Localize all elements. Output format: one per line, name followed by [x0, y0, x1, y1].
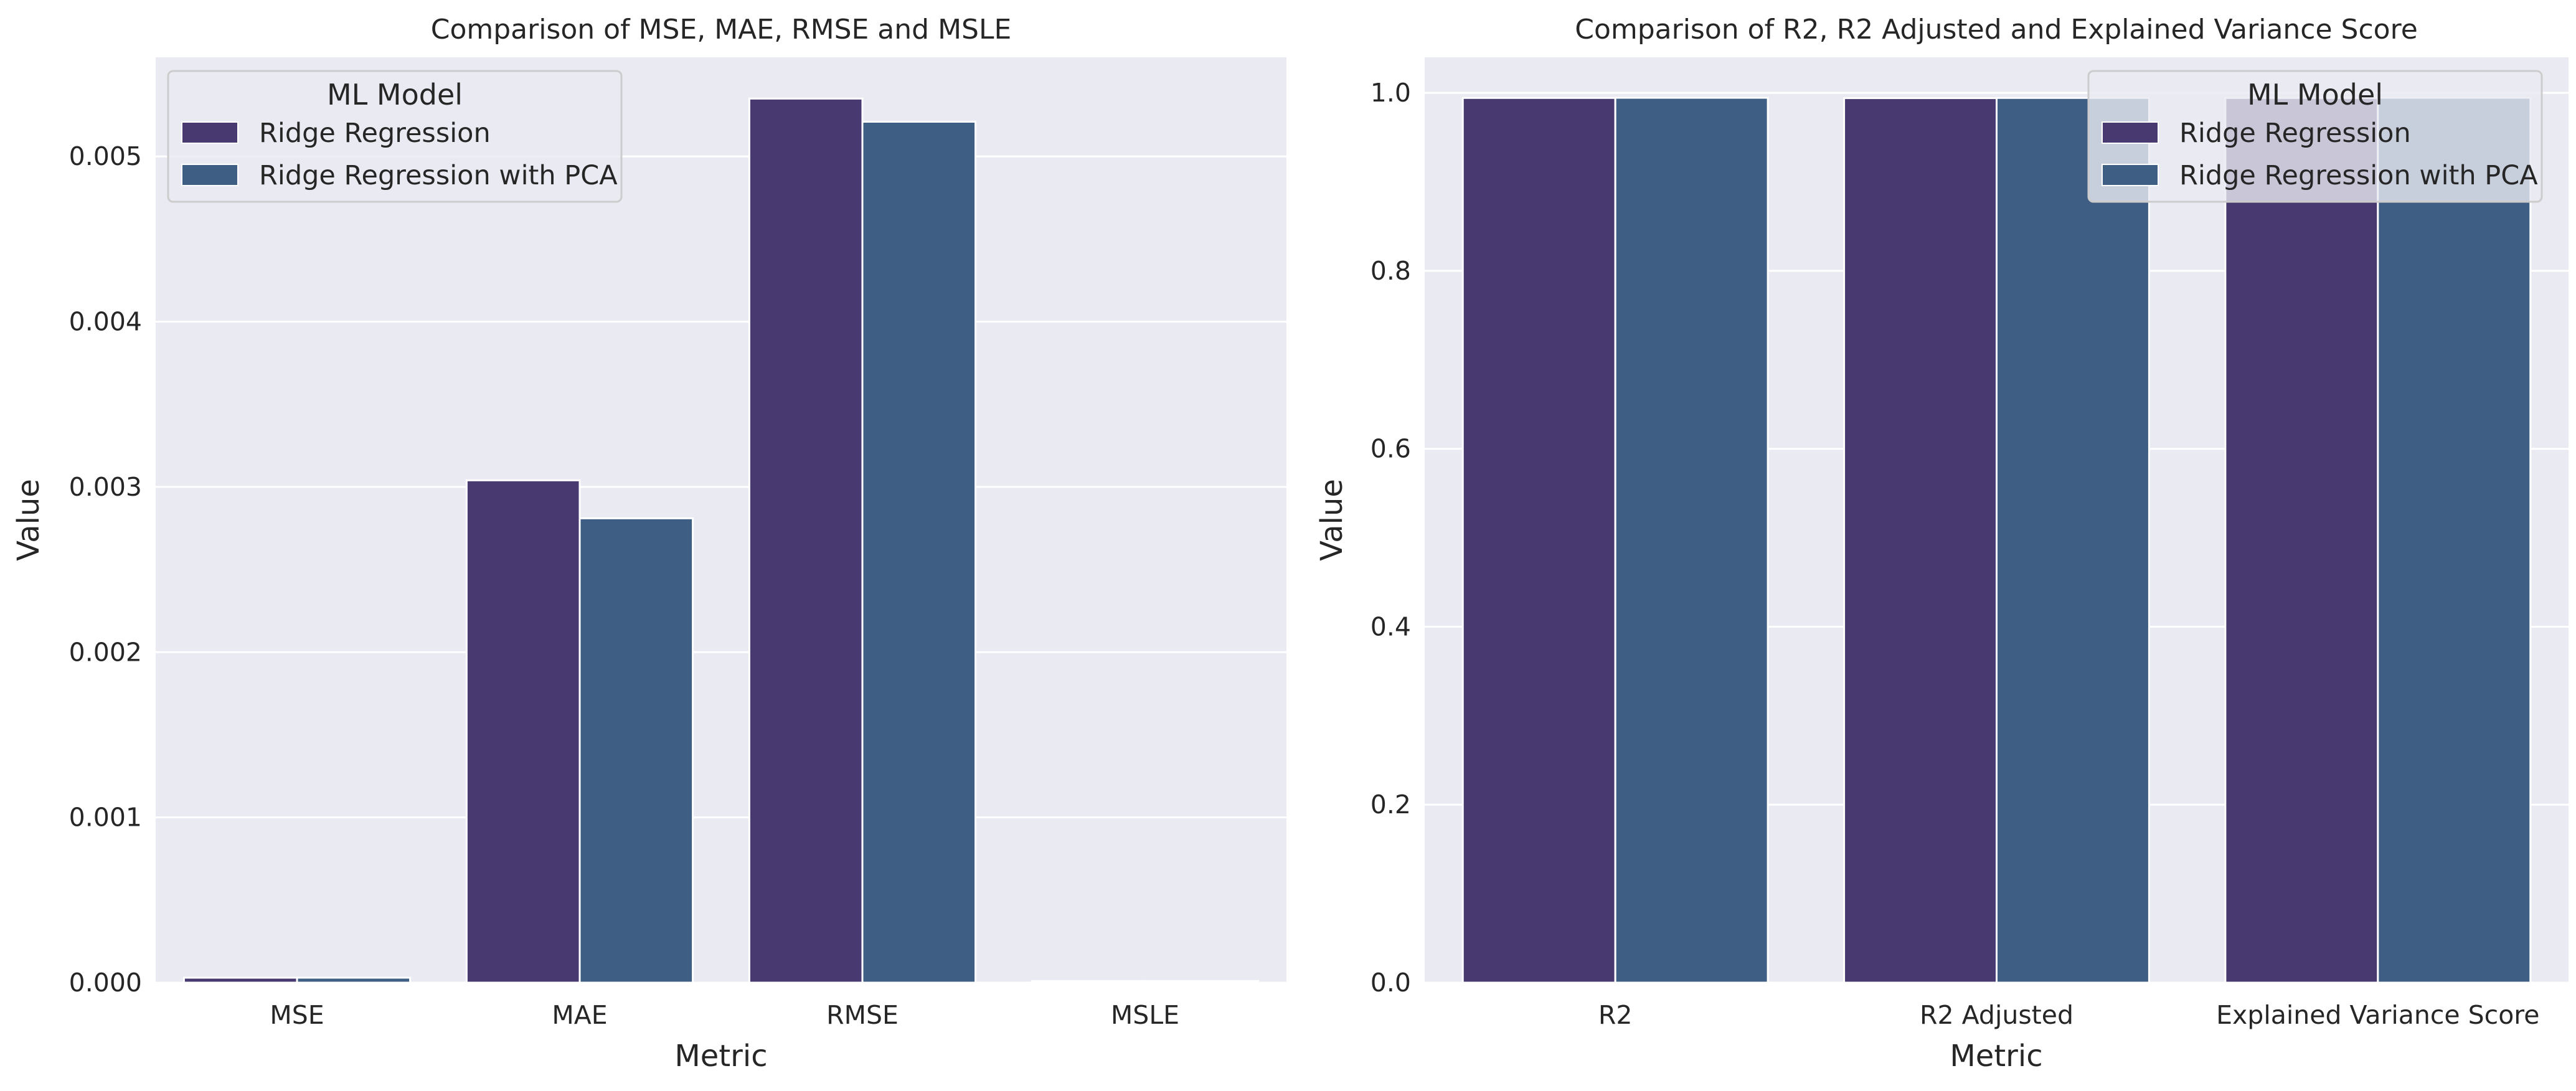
y-tick-label: 0.000	[69, 968, 142, 998]
x-tick-label-mae: MAE	[552, 1000, 607, 1030]
legend-title: ML Model	[2247, 78, 2383, 111]
y-tick-label: 0.005	[69, 141, 142, 171]
legend-label-ridge-pca: Ridge Regression with PCA	[2179, 160, 2538, 191]
y-ticks: 0.000 0.001 0.002 0.003 0.004 0.005	[69, 141, 142, 998]
bar-r2-ridge-regression-with-pca	[1614, 97, 1769, 984]
bar-r2-adjusted-ridge-regression-with-pca	[1996, 97, 2150, 984]
chart-right: 0.0 0.2 0.4 0.6 0.8 1.0 R2 R2 Adjusted Explaine…	[1314, 14, 2569, 1074]
bar-explained-variance-score-ridge-regression-with-pca	[2377, 97, 2532, 984]
chart-left: 0.000 0.001 0.002 0.003 0.004 0.005 MSE MAE RMS…	[11, 14, 1286, 1074]
x-ticks: MSE MAE RMSE MSLE	[270, 1000, 1179, 1030]
x-ticks: R2 R2 Adjusted Explained Variance Score	[1598, 1000, 2540, 1030]
y-tick-label: 0.6	[1371, 434, 1411, 464]
bar-r2-ridge-regression	[1461, 97, 1616, 984]
y-tick-label: 0.002	[69, 637, 142, 667]
legend-swatch-ridge-pca	[181, 164, 238, 186]
y-tick-label: 0.004	[69, 307, 142, 337]
bars	[182, 97, 1260, 984]
x-tick-label-explained-variance-score: Explained Variance Score	[2216, 1000, 2539, 1030]
bar-rmse-ridge-regression	[748, 97, 864, 984]
legend-label-ridge: Ridge Regression	[2179, 118, 2411, 149]
y-axis-label: Value	[1314, 479, 1349, 561]
legend: ML Model Ridge Regression Ridge Regressi…	[167, 70, 623, 203]
legend-label-ridge: Ridge Regression	[259, 118, 491, 149]
legend-swatch-ridge	[181, 121, 238, 144]
x-tick-label-r2: R2	[1598, 1000, 1633, 1030]
x-tick-label-r2-adjusted: R2 Adjusted	[1920, 1000, 2074, 1030]
bar-rmse-ridge-regression-with-pca	[861, 120, 977, 984]
x-axis-label: Metric	[674, 1039, 767, 1074]
legend-swatch-ridge	[2102, 121, 2159, 144]
x-tick-label-rmse: RMSE	[826, 1000, 899, 1030]
x-tick-label-mse: MSE	[270, 1000, 324, 1030]
bars	[1461, 97, 2532, 984]
plot-area	[156, 57, 1286, 983]
y-tick-label: 0.0	[1371, 968, 1411, 998]
y-tick-label: 0.003	[69, 472, 142, 502]
y-ticks: 0.0 0.2 0.4 0.6 0.8 1.0	[1371, 78, 1411, 998]
legend-title: ML Model	[327, 78, 463, 111]
bar-msle-ridge-regression	[1031, 980, 1146, 984]
y-axis-label: Value	[11, 479, 46, 561]
bar-msle-ridge-regression-with-pca	[1144, 980, 1260, 984]
bar-r2-adjusted-ridge-regression	[1843, 97, 1998, 984]
bar-explained-variance-score-ridge-regression	[2224, 97, 2379, 984]
bar-mse-ridge-regression	[182, 976, 298, 984]
legend-box	[2087, 70, 2543, 203]
chart-title: Comparison of R2, R2 Adjusted and Explai…	[1575, 14, 2418, 45]
legend-box	[167, 70, 623, 203]
bar-mse-ridge-regression-with-pca	[296, 976, 412, 984]
y-tick-label: 0.8	[1371, 256, 1411, 286]
y-tick-label: 1.0	[1371, 78, 1411, 108]
legend: ML Model Ridge Regression Ridge Regressi…	[2087, 70, 2543, 203]
x-tick-label-msle: MSLE	[1111, 1000, 1179, 1030]
legend-swatch-ridge-pca	[2102, 164, 2159, 186]
bar-mae-ridge-regression	[465, 479, 581, 984]
bar-mae-ridge-regression-with-pca	[578, 517, 694, 984]
x-axis-label: Metric	[1950, 1039, 2042, 1074]
legend-label-ridge-pca: Ridge Regression with PCA	[259, 160, 618, 191]
chart-title: Comparison of MSE, MAE, RMSE and MSLE	[431, 14, 1012, 45]
y-tick-label: 0.001	[69, 803, 142, 833]
y-tick-label: 0.2	[1371, 790, 1411, 819]
y-tick-label: 0.4	[1371, 612, 1411, 641]
